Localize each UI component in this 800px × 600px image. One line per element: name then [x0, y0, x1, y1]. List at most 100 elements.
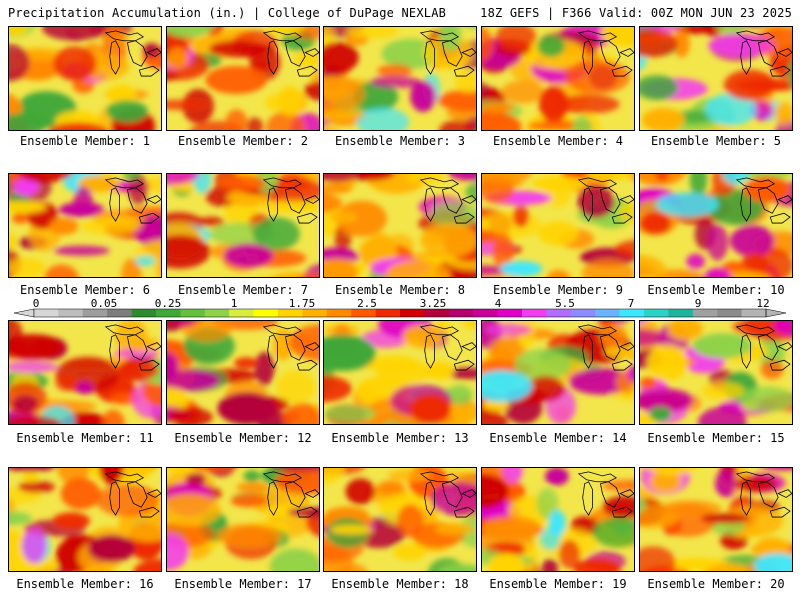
ensemble-member-label: Ensemble Member: 2 [177, 134, 309, 148]
lake-outline [304, 342, 319, 351]
legend-swatch [375, 309, 401, 317]
lake-outline [441, 334, 463, 361]
lake-outline [424, 334, 435, 369]
legend-tick-label: 0.25 [154, 297, 182, 310]
ensemble-map-panel [166, 26, 320, 131]
ensemble-map-panel [8, 173, 162, 278]
lake-outline [611, 359, 633, 371]
legend-swatch [351, 309, 376, 317]
legend-swatch [570, 309, 596, 317]
legend-swatch [156, 309, 181, 317]
legend-arrow-right [765, 308, 787, 318]
ensemble-member-label: Ensemble Member: 18 [331, 577, 469, 591]
model-run-info: 18Z GEFS | F366 Valid: 00Z MON JUN 23 20… [480, 6, 792, 20]
lake-outline [777, 489, 792, 498]
lake-outline [577, 324, 618, 336]
lake-outline [126, 40, 148, 67]
legend-swatch [82, 309, 108, 317]
legend-swatch [34, 309, 59, 317]
lake-outline [769, 212, 791, 224]
ensemble-map-panel [639, 320, 793, 425]
lake-outline [284, 334, 306, 361]
lake-outline [138, 359, 160, 371]
legend-swatch [595, 309, 620, 317]
precip-field-map [324, 468, 476, 571]
lake-outline [757, 481, 779, 508]
legend-swatch [692, 309, 718, 317]
lake-outline [582, 40, 593, 75]
lake-outline [599, 187, 621, 214]
precip-field-map [167, 468, 319, 571]
precip-field-map [167, 27, 319, 130]
precip-field-map [167, 174, 319, 277]
ensemble-member-label: Ensemble Member: 17 [174, 577, 312, 591]
lake-outline [577, 177, 618, 189]
lake-outline [769, 65, 791, 77]
legend-swatch [278, 309, 303, 317]
lake-outline [146, 342, 161, 351]
legend-swatch [497, 309, 523, 317]
legend-swatch [253, 309, 279, 317]
lake-outline [424, 187, 435, 222]
legend-swatch [717, 309, 742, 317]
ensemble-member-label: Ensemble Member: 14 [489, 431, 627, 445]
lake-outline [104, 471, 145, 483]
precip-field-map [167, 321, 319, 424]
chart-title: Precipitation Accumulation (in.) | Colle… [8, 6, 447, 20]
lake-outline [453, 212, 475, 224]
lake-outline [599, 481, 621, 508]
ensemble-map-panel [8, 26, 162, 131]
lake-outline [599, 334, 621, 361]
lake-outline [126, 334, 148, 361]
ensemble-member-label: Ensemble Member: 12 [174, 431, 312, 445]
lake-outline [419, 30, 460, 42]
lake-outline [262, 177, 303, 189]
precip-color-legend: 0 0.05 0.25 1 1.75 2.5 3.25 4 5.5 7 9 12 [0, 297, 800, 319]
lake-outline [146, 48, 161, 57]
lake-outline [461, 342, 476, 351]
lake-outline [611, 212, 633, 224]
lake-outline [577, 471, 618, 483]
lake-outline [296, 212, 318, 224]
lake-outline [262, 30, 303, 42]
legend-tick-label: 0.05 [90, 297, 118, 310]
ensemble-map-panel [8, 320, 162, 425]
lake-outline [619, 489, 634, 498]
lake-outline [461, 489, 476, 498]
legend-swatch [302, 309, 328, 317]
lake-outline [735, 177, 776, 189]
lake-outline [619, 48, 634, 57]
lake-outline [424, 481, 435, 516]
lake-outline [769, 359, 791, 371]
lake-outline [104, 30, 145, 42]
lake-outline [419, 177, 460, 189]
lake-outline [453, 65, 475, 77]
lake-outline [296, 506, 318, 518]
legend-swatch [131, 309, 157, 317]
lake-outline [619, 195, 634, 204]
legend-tick-label: 9 [694, 297, 702, 310]
ensemble-member-label: Ensemble Member: 1 [19, 134, 151, 148]
lake-outline [740, 334, 751, 369]
lake-outline [262, 324, 303, 336]
lake-outline [740, 187, 751, 222]
ensemble-member-label: Ensemble Member: 10 [647, 283, 785, 297]
lake-outline [735, 30, 776, 42]
ensemble-member-label: Ensemble Member: 13 [331, 431, 469, 445]
lake-outline [304, 48, 319, 57]
lake-outline [777, 195, 792, 204]
legend-swatch [448, 309, 474, 317]
ensemble-member-label: Ensemble Member: 5 [650, 134, 782, 148]
ensemble-member-label: Ensemble Member: 6 [19, 283, 151, 297]
legend-tick-label: 0 [32, 297, 40, 310]
lake-outline [138, 212, 160, 224]
lake-outline [461, 195, 476, 204]
lake-outline [146, 489, 161, 498]
ensemble-map-panel [481, 320, 635, 425]
ensemble-member-label: Ensemble Member: 11 [16, 431, 154, 445]
lake-outline [740, 40, 751, 75]
legend-swatch [107, 309, 132, 317]
legend-swatch [546, 309, 572, 317]
precip-field-map [9, 27, 161, 130]
lake-outline [284, 481, 306, 508]
